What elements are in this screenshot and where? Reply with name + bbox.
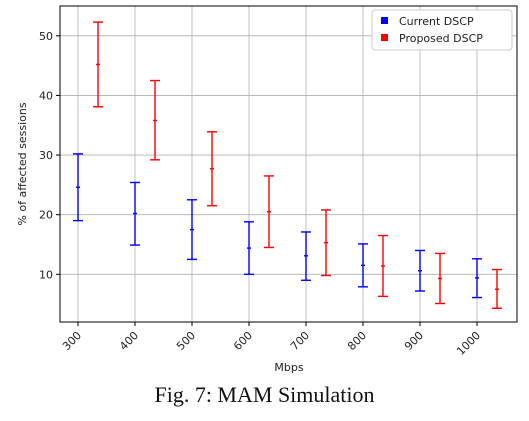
errorbar-current [244, 221, 254, 276]
y-tick-label: 20 [39, 209, 53, 222]
y-tick-label: 10 [39, 268, 53, 281]
errorbar-proposed [150, 79, 160, 161]
legend-swatch-proposed [381, 34, 388, 41]
figure-caption: Fig. 7: MAM Simulation [154, 382, 375, 407]
grid [60, 6, 517, 322]
x-tick-label: 700 [288, 329, 312, 353]
x-tick-label: 800 [345, 329, 369, 353]
errorbar-current [415, 249, 425, 292]
errorbar-current [187, 199, 197, 261]
errorbar-proposed [321, 209, 331, 277]
x-tick-label: 600 [231, 329, 255, 353]
legend-swatch-current [381, 17, 388, 24]
x-tick-label: 300 [60, 329, 84, 353]
legend-box [371, 9, 513, 51]
y-axis: 10 20 30 40 50 [39, 30, 60, 281]
y-tick-label: 40 [39, 89, 53, 102]
errorbar-proposed [264, 175, 274, 249]
x-tick-label: 400 [117, 329, 141, 353]
x-tick-label: 900 [402, 329, 426, 353]
errorbar-proposed [378, 234, 388, 298]
errorbar-proposed [93, 21, 103, 108]
y-tick-label: 50 [39, 30, 53, 43]
x-axis-label: Mbps [274, 361, 303, 374]
errorbar-proposed [492, 268, 502, 309]
x-tick-label: 500 [174, 329, 198, 353]
legend-label-proposed: Proposed DSCP [399, 32, 483, 45]
errorbar-current [130, 181, 140, 246]
errorbar-proposed [207, 131, 217, 207]
chart: 10 20 30 40 50 300 400 500 600 700 800 900 1000 % o… [16, 5, 518, 374]
errorbar-proposed [435, 252, 445, 305]
plot-frame [59, 5, 518, 323]
errorbar-current [358, 243, 368, 288]
y-axis-label: % of affected sessions [16, 102, 29, 225]
y-tick-label: 30 [39, 149, 53, 162]
errorbar-current [301, 231, 311, 281]
x-tick-label: 1000 [454, 329, 483, 358]
legend-label-current: Current DSCP [399, 15, 474, 28]
legend: Current DSCP Proposed DSCP [371, 9, 513, 51]
error-bars [73, 21, 502, 309]
errorbar-current [73, 153, 83, 222]
x-axis: 300 400 500 600 700 800 900 1000 [60, 322, 483, 358]
errorbar-current [472, 258, 482, 299]
